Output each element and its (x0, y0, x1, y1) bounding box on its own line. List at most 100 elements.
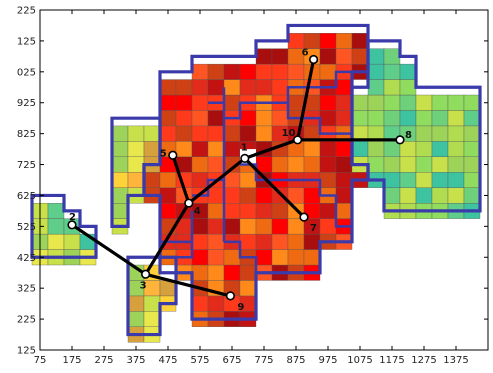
heatmap-cell (143, 172, 161, 188)
heatmap-cell (335, 203, 353, 219)
heatmap-cell (463, 172, 481, 188)
heatmap-cell (223, 264, 241, 281)
heatmap-cell (143, 295, 161, 312)
node-7-marker (299, 212, 309, 222)
heatmap-cell (159, 125, 177, 142)
heatmap-cell (207, 141, 225, 157)
x-tick-label: 775 (254, 355, 273, 366)
x-tick-label: 475 (158, 355, 177, 366)
heatmap-cell (447, 141, 465, 157)
node-4-marker (184, 198, 194, 208)
node-8-label: 8 (405, 130, 412, 141)
heatmap-cell (223, 218, 241, 235)
heatmap-cell (367, 110, 385, 127)
heatmap-cell (223, 63, 241, 80)
heatmap-cell (383, 110, 401, 127)
heatmap-cell (447, 172, 465, 188)
heatmap-cell (239, 172, 257, 188)
zone-outline (30, 193, 98, 259)
node-1-marker (240, 153, 250, 163)
node-10-marker (293, 135, 303, 145)
heatmap-cell (431, 172, 449, 188)
edge-3-9 (144, 272, 232, 298)
heatmap-cell (335, 94, 353, 111)
heatmap-cell (319, 63, 337, 80)
heatmap-cell (383, 63, 401, 80)
zone-outline (126, 255, 178, 337)
heatmap-cell (463, 187, 481, 204)
x-tick-label: 75 (34, 355, 47, 366)
zone-boundaries (30, 23, 482, 337)
heatmap-cell (175, 125, 193, 142)
heatmap-cell (223, 203, 241, 219)
heatmap-cell (127, 172, 145, 188)
heatmap-cell (159, 203, 177, 219)
heatmap-cell (463, 110, 481, 127)
heatmap-cell (335, 141, 353, 157)
heatmap-cell (463, 156, 481, 173)
internal-boundaries (160, 70, 352, 273)
heatmap-cell (207, 156, 225, 173)
heatmap-cell (415, 125, 433, 142)
heatmap-cell (287, 94, 305, 111)
x-tick-label: 375 (126, 355, 145, 366)
node-4-label: 4 (194, 206, 201, 217)
heatmap-cell (111, 187, 129, 204)
zone-outline (142, 23, 370, 321)
heatmap-cell (335, 33, 353, 49)
heatmap-cell (335, 156, 353, 173)
heatmap-cell (207, 203, 225, 219)
heatmap-cell (255, 125, 273, 142)
edge-2-3 (70, 223, 148, 276)
heatmap-cell (239, 280, 257, 297)
heatmap-cell (335, 48, 353, 65)
heatmap-cell (351, 141, 369, 157)
y-tick-label: 725 (17, 160, 36, 171)
internal-boundary-line (288, 178, 352, 228)
heatmap-cell (319, 218, 337, 235)
heatmap-cell (255, 79, 273, 96)
heatmap-cell (431, 94, 449, 111)
heatmap-cell (351, 94, 369, 111)
heatmap-cell (175, 94, 193, 111)
heatmap-cell (335, 110, 353, 127)
heatmap-cell (207, 295, 225, 312)
heatmap-cell (367, 141, 385, 157)
edge-10-6 (296, 57, 316, 142)
heatmap-cell (191, 233, 209, 250)
heatmap-cell (191, 110, 209, 127)
heatmap-cell (319, 156, 337, 173)
heatmap-cell (207, 63, 225, 80)
heatmap-cell (351, 48, 369, 65)
node-1-label: 1 (241, 142, 248, 153)
y-tick-label: 625 (17, 191, 36, 202)
heatmap-cell (207, 187, 225, 204)
internal-boundary-line (176, 241, 194, 259)
heatmap-cell (127, 295, 145, 312)
heatmap-cell (207, 264, 225, 281)
internal-boundary-line (208, 101, 352, 135)
heatmap-cell (431, 125, 449, 142)
internal-boundary-line (224, 240, 258, 273)
heatmap-cell (175, 79, 193, 96)
heatmap-cell (383, 94, 401, 111)
heatmap-cell (175, 110, 193, 127)
node-7-label: 7 (310, 223, 317, 234)
heatmap-cell (191, 264, 209, 281)
heatmap-cell (191, 172, 209, 188)
heatmap-cell (255, 48, 273, 65)
heatmap-cell (271, 203, 289, 219)
heatmap-cell (223, 141, 241, 157)
x-tick-label: 575 (190, 355, 209, 366)
heatmap-cell (239, 264, 257, 281)
heatmap-cell (415, 156, 433, 173)
heatmap-cell (287, 187, 305, 204)
heatmap-cell (431, 156, 449, 173)
heatmap-cell (319, 94, 337, 111)
y-tick-label: 425 (17, 253, 36, 264)
heatmap-cell (319, 110, 337, 127)
heatmap-cell (111, 172, 129, 188)
heatmap-cell (143, 141, 161, 157)
heatmap-cell (47, 233, 65, 250)
